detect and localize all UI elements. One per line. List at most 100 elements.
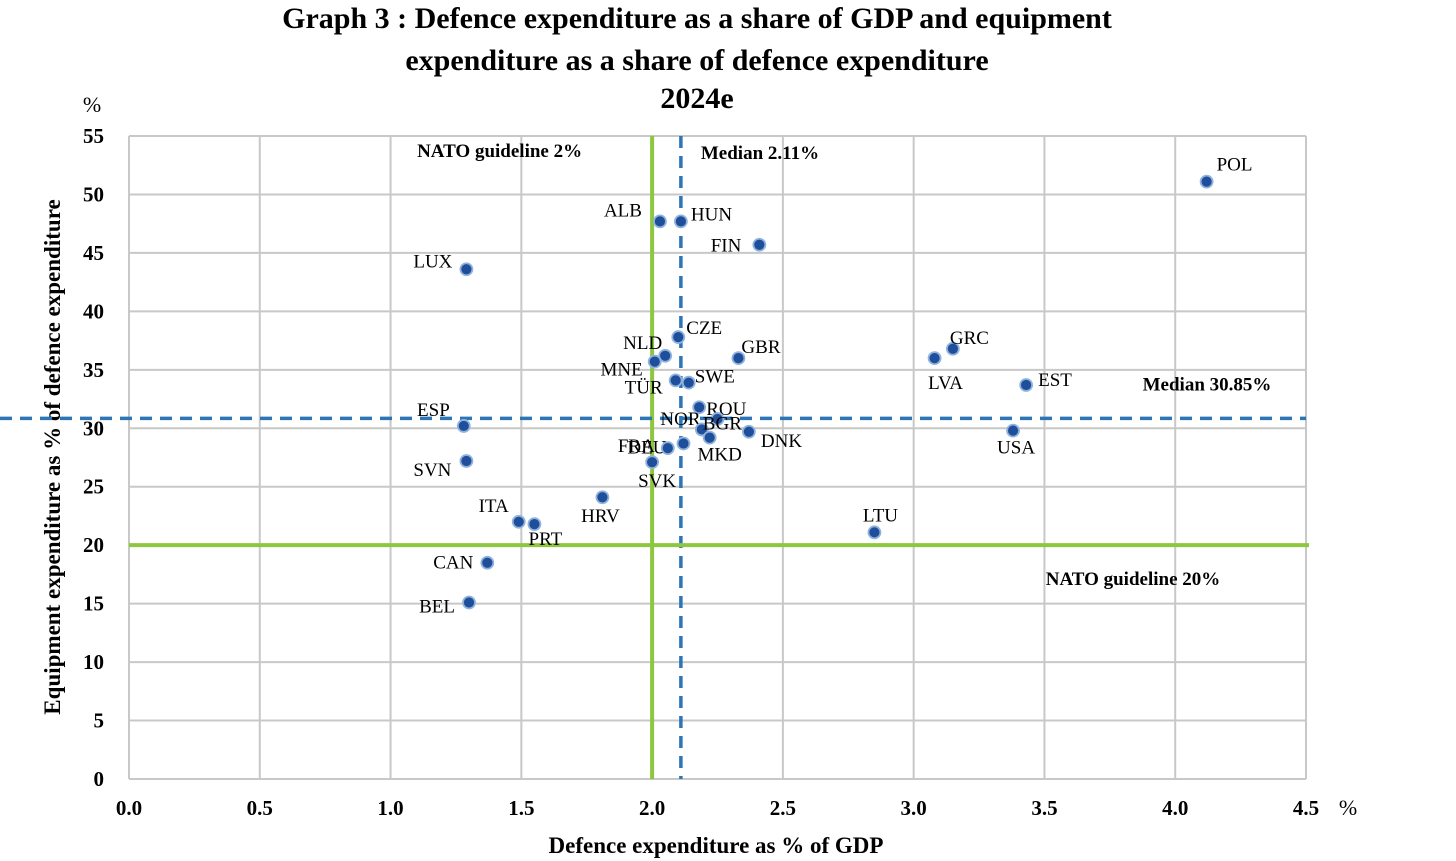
x-tick-label-8: 4.0: [1162, 796, 1188, 820]
chart-title-line-3: 2024e: [660, 82, 733, 115]
data-point-nld: [658, 348, 673, 363]
y-tick-label-5: 25: [83, 475, 104, 499]
chart-title-line-1: Graph 3 : Defence expenditure as a share…: [282, 2, 1112, 35]
data-point-grc: [946, 341, 960, 356]
data-point-hun: [673, 214, 688, 229]
data-point-lux: [459, 262, 474, 277]
data-point-deu: [676, 436, 691, 451]
y-tick-label-9: 45: [83, 241, 104, 265]
x-tick-label-2: 1.0: [377, 796, 403, 820]
data-point-swe: [681, 375, 696, 390]
x-tick-label-7: 3.5: [1031, 796, 1057, 820]
data-label-gbr: GBR: [741, 337, 780, 358]
data-label-est: EST: [1038, 370, 1072, 391]
data-point-bgr: [694, 422, 709, 437]
y-tick-label-4: 20: [83, 533, 104, 557]
data-label-bel: BEL: [419, 596, 455, 617]
data-label-svk: SVK: [638, 471, 676, 492]
data-label-esp: ESP: [417, 400, 450, 421]
x-tick-label-6: 3.0: [901, 796, 927, 820]
reference-line-label-2: NATO guideline 20%: [1046, 569, 1221, 590]
data-point-est: [1019, 378, 1034, 392]
data-point-gbr: [731, 351, 746, 366]
data-label-usa: USA: [997, 438, 1035, 459]
data-label-hun: HUN: [691, 204, 732, 225]
data-label-grc: GRC: [950, 328, 989, 349]
y-axis-unit: %: [83, 92, 101, 117]
data-point-mkd: [702, 430, 717, 445]
y-tick-label-0: 0: [94, 767, 105, 791]
y-tick-label-10: 50: [83, 182, 104, 206]
data-label-ita: ITA: [479, 496, 509, 517]
data-label-pol: POL: [1217, 155, 1253, 176]
data-point-ita: [511, 514, 526, 529]
data-label-ltu: LTU: [863, 505, 898, 526]
x-tick-label-1: 0.5: [247, 796, 273, 820]
data-label-swe: SWE: [695, 367, 735, 388]
chart-title-line-2: expenditure as a share of defence expend…: [405, 44, 988, 77]
x-axis-title: Defence expenditure as % of GDP: [549, 833, 884, 858]
data-point-fin: [752, 237, 767, 252]
y-tick-label-1: 5: [94, 709, 105, 733]
data-label-fin: FIN: [711, 236, 742, 257]
data-point-can: [480, 555, 495, 570]
data-label-mkd: MKD: [697, 445, 741, 466]
data-label-tür: TÜR: [625, 377, 663, 398]
data-point-cze: [671, 330, 686, 344]
data-point-lva: [927, 351, 942, 366]
x-tick-label-5: 2.5: [770, 796, 796, 820]
chart-title: Graph 3 : Defence expenditure as a share…: [282, 2, 1112, 115]
data-point-tür: [668, 373, 683, 388]
data-point-prt: [527, 517, 542, 532]
reference-line-label-0: NATO guideline 2%: [417, 141, 582, 162]
data-label-alb: ALB: [604, 200, 642, 221]
data-label-cze: CZE: [686, 318, 722, 339]
reference-line-label-3: Median 30.85%: [1143, 374, 1272, 395]
data-point-esp: [456, 419, 471, 433]
data-point-pol: [1199, 174, 1214, 189]
data-label-nld: NLD: [623, 333, 662, 354]
data-label-nor: NOR: [660, 409, 700, 430]
axis-ticks: 0.0 0.5 1.0 1.5 2.0 2.5 3.0 3.5 4.0 4.5 0 5 10 15 20 25…: [83, 124, 1319, 820]
y-tick-label-7: 35: [83, 358, 104, 382]
data-label-can: CAN: [433, 553, 473, 574]
y-tick-label-6: 30: [83, 416, 104, 440]
data-label-bgr: BGR: [703, 413, 742, 434]
data-point-nor: [710, 412, 725, 426]
reference-line-label-1: Median 2.11%: [701, 143, 819, 164]
data-label-prt: PRT: [529, 529, 563, 550]
y-axis-title: Equipment expenditure as % of defence ex…: [40, 199, 65, 714]
data-point-fra: [660, 441, 675, 456]
data-label-svn: SVN: [413, 460, 451, 481]
x-tick-label-3: 1.5: [508, 796, 534, 820]
data-point-alb: [653, 214, 667, 229]
data-point-usa: [1006, 423, 1020, 438]
data-point-svn: [459, 454, 474, 468]
data-label-deu: DEU: [627, 437, 666, 458]
y-tick-label-3: 15: [83, 592, 104, 616]
data-point-ltu: [867, 525, 882, 540]
data-point-rou: [692, 400, 707, 415]
data-point-bel: [462, 595, 476, 610]
x-axis-unit: %: [1339, 795, 1357, 820]
x-tick-label-9: 4.5: [1293, 796, 1319, 820]
data-label-fra: FRA: [618, 436, 655, 457]
reference-lines: NATO guideline 2% Median 2.11% NATO guidel…: [0, 136, 1309, 779]
data-point-mne: [647, 354, 662, 369]
data-label-hrv: HRV: [581, 506, 620, 527]
data-label-mne: MNE: [600, 360, 642, 381]
y-tick-label-8: 40: [83, 299, 104, 323]
data-label-dnk: DNK: [761, 431, 802, 452]
y-tick-label-11: 55: [83, 124, 104, 148]
gridlines: [128, 135, 1307, 780]
data-point-dnk: [741, 424, 756, 439]
data-point-hrv: [595, 490, 610, 505]
data-label-lux: LUX: [413, 251, 452, 272]
x-tick-label-0: 0.0: [116, 796, 142, 820]
y-tick-label-2: 10: [83, 650, 104, 674]
data-label-lva: LVA: [928, 373, 963, 394]
data-point-svk: [645, 455, 660, 470]
x-tick-label-4: 2.0: [639, 796, 665, 820]
